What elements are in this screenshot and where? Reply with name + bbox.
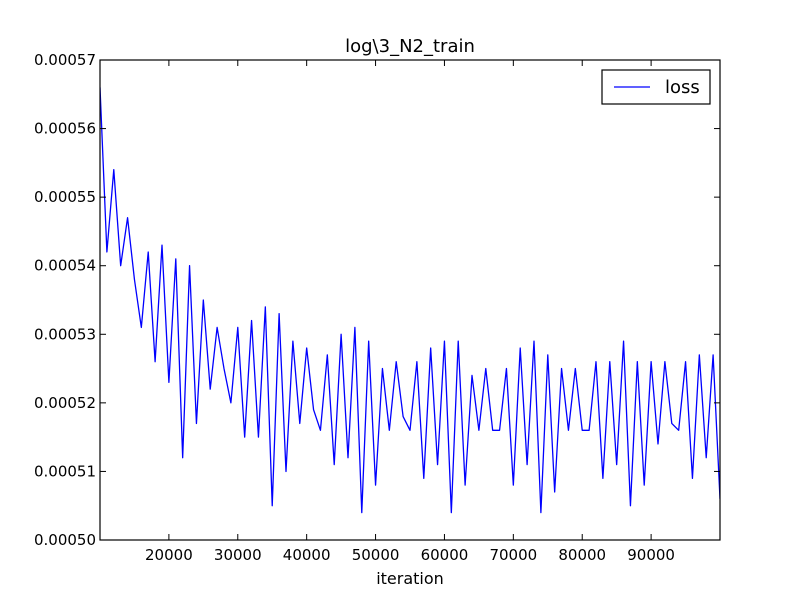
legend: loss <box>601 69 711 105</box>
y-tick-label: 0.00055 <box>34 188 96 206</box>
series-line-loss <box>100 87 720 514</box>
y-tick-label: 0.00051 <box>34 462 96 480</box>
y-tick-label: 0.00057 <box>34 51 96 69</box>
chart-title: log\3_N2_train <box>345 36 475 57</box>
y-tick-label: 0.00052 <box>34 394 96 412</box>
y-tick-label: 0.00053 <box>34 325 96 343</box>
series-layer <box>100 87 720 514</box>
legend-label-loss: loss <box>665 77 700 98</box>
y-tick-label: 0.00050 <box>34 531 96 549</box>
x-tick-label: 60000 <box>421 546 469 564</box>
plot-frame <box>99 59 721 541</box>
x-tick-label: 40000 <box>283 546 331 564</box>
x-tick-label: 50000 <box>352 546 400 564</box>
y-tick-label: 0.00054 <box>34 257 96 275</box>
x-tick-label: 80000 <box>558 546 606 564</box>
x-axis-label: iteration <box>376 569 444 588</box>
x-tick-label: 70000 <box>489 546 537 564</box>
x-axis: 20000 30000 40000 50000 60000 70000 80000 90000 <box>145 60 675 564</box>
y-tick-label: 0.00056 <box>34 120 96 138</box>
x-tick-label: 90000 <box>627 546 675 564</box>
x-tick-label: 30000 <box>214 546 262 564</box>
x-tick-label: 20000 <box>145 546 193 564</box>
y-axis: 0.00050 0.00051 0.00052 0.00053 0.00054 0.000… <box>34 51 720 549</box>
